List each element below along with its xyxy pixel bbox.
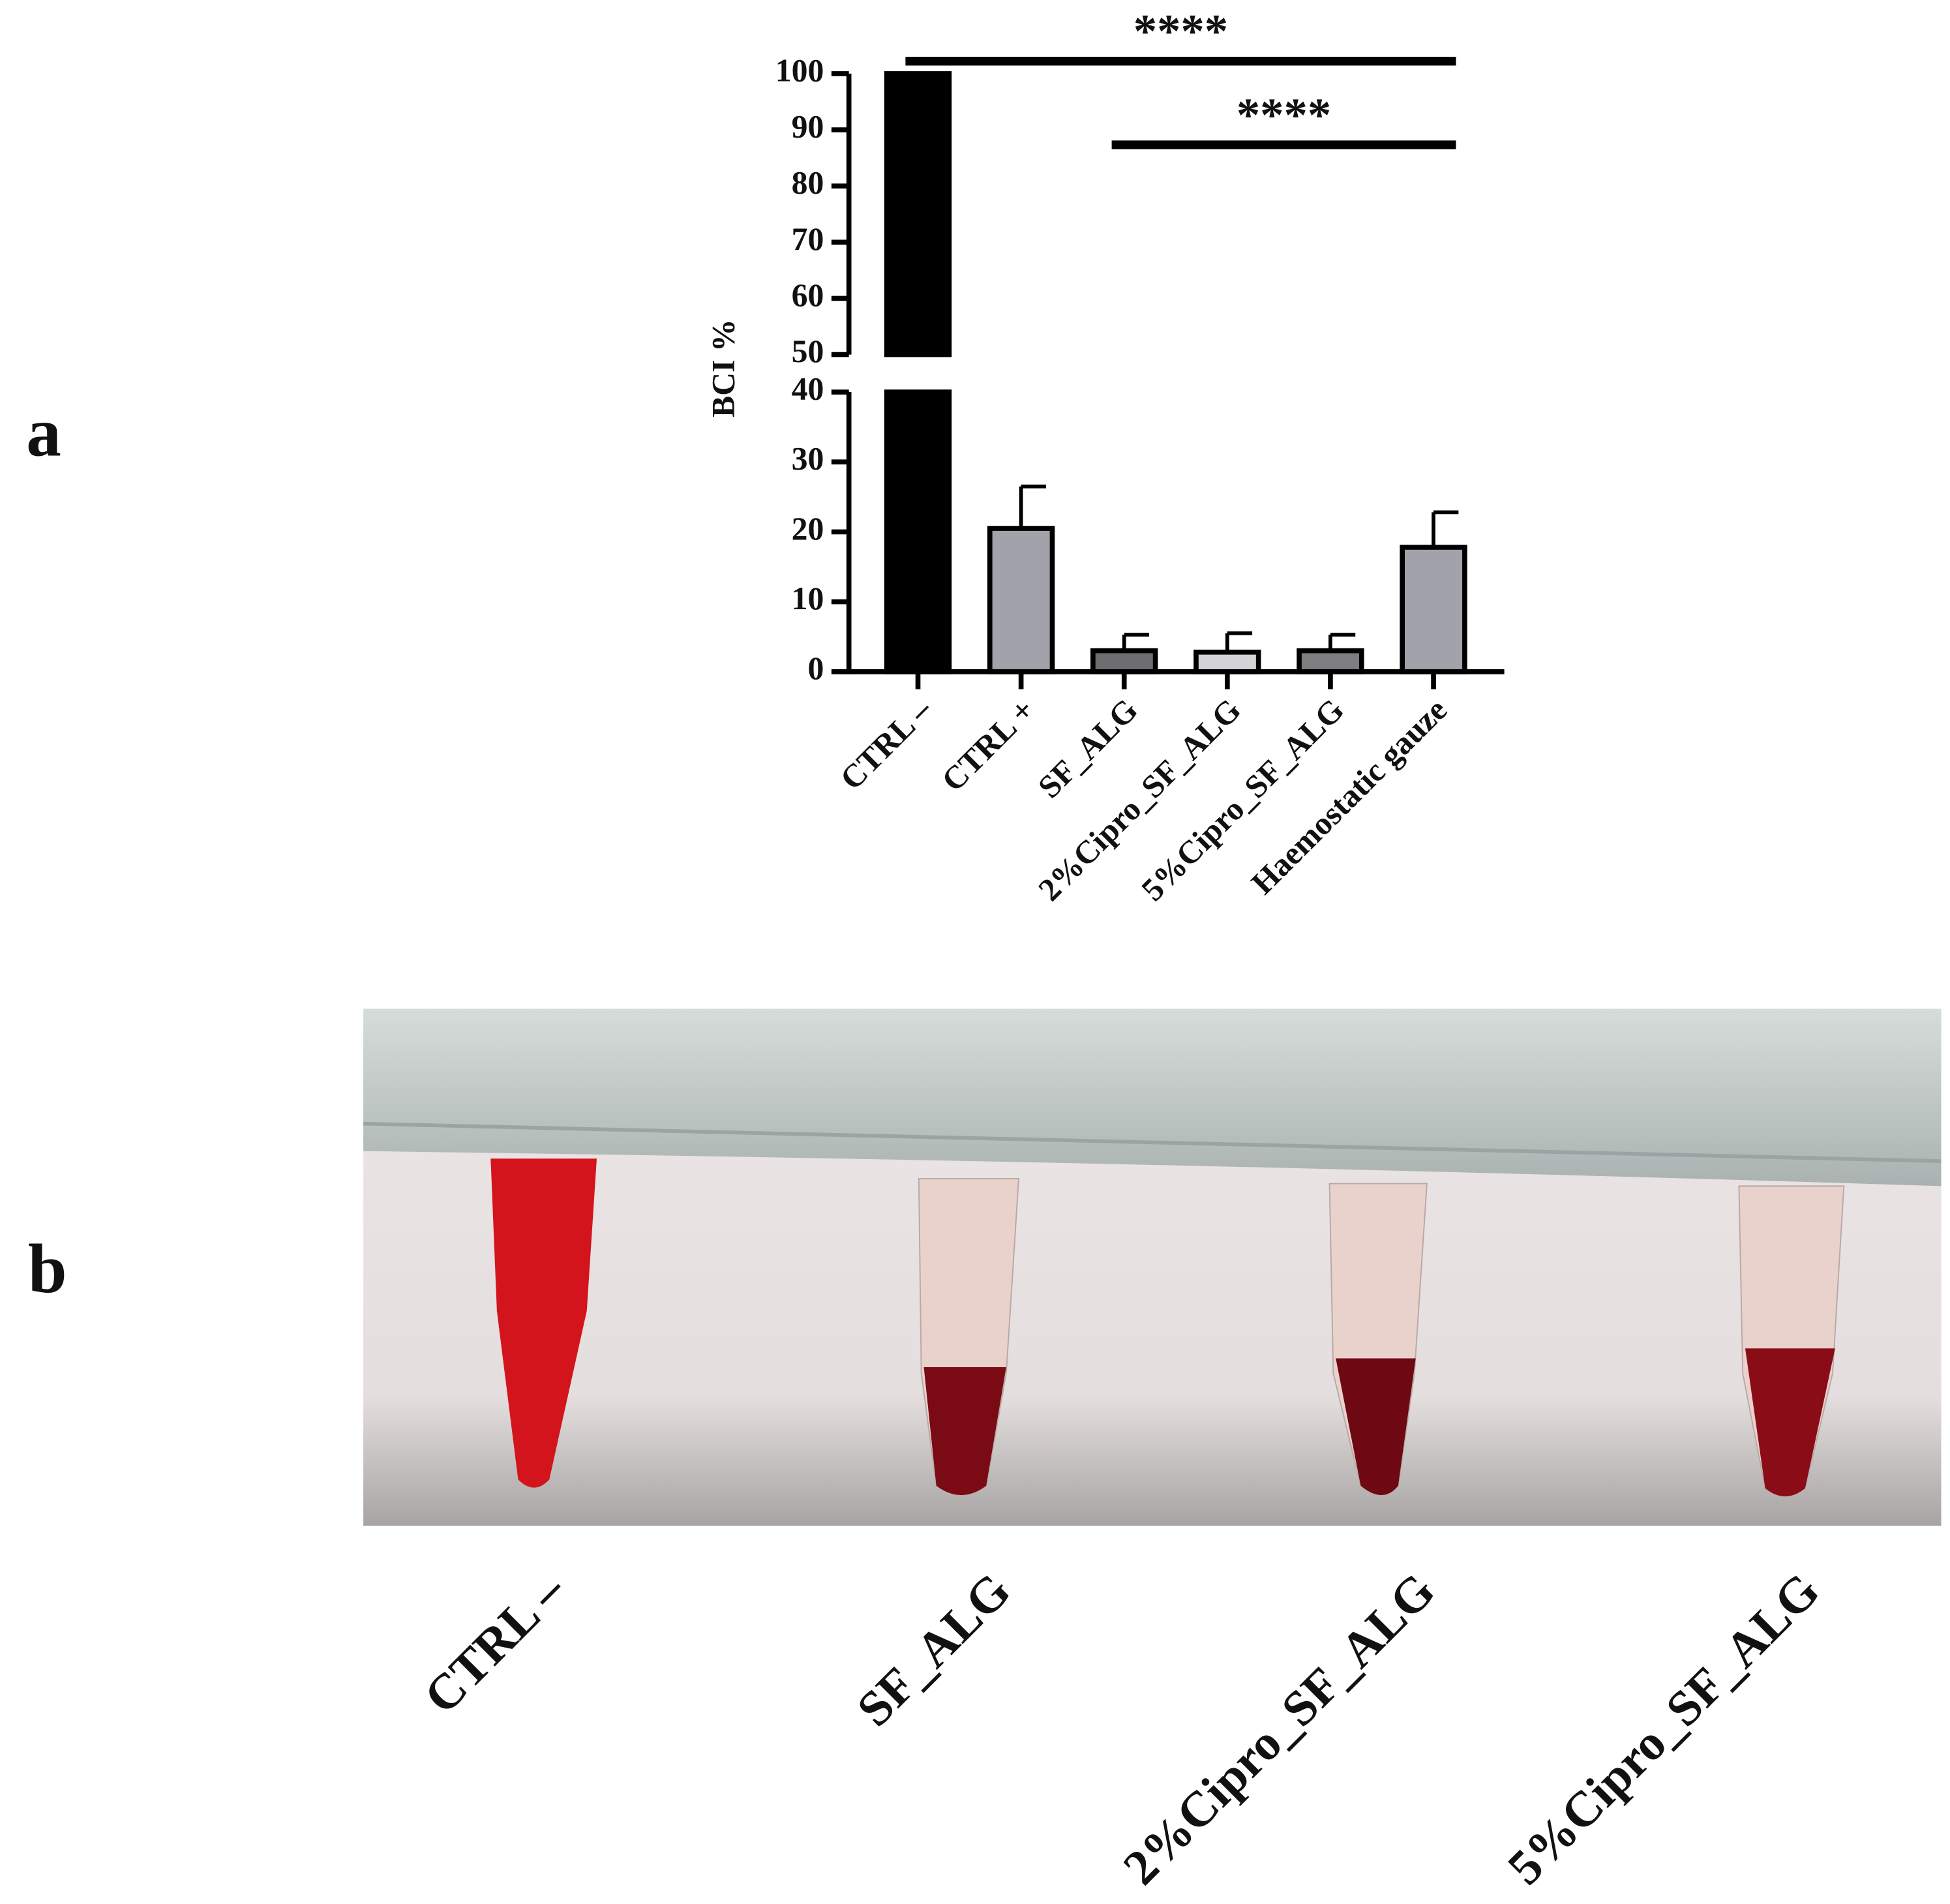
bar bbox=[987, 526, 1055, 674]
y-tick-label: 30 bbox=[792, 441, 824, 477]
significance-label: **** bbox=[1237, 88, 1331, 141]
photo-label: SF_ALG bbox=[847, 1562, 1021, 1737]
y-tick-label: 0 bbox=[808, 650, 824, 686]
bar bbox=[1090, 648, 1158, 674]
photo-label: 5%Cipro_SF_ALG bbox=[1497, 1562, 1829, 1895]
y-tick-label: 60 bbox=[792, 277, 824, 313]
panel-label: a bbox=[26, 393, 61, 471]
bar bbox=[1400, 545, 1467, 674]
panel-label: b bbox=[28, 1230, 67, 1308]
y-tick-label: 70 bbox=[792, 221, 824, 257]
photo bbox=[363, 1008, 1942, 1526]
bar bbox=[1297, 648, 1364, 674]
x-tick-label: Haemostatic gauze bbox=[1244, 691, 1454, 901]
bar bbox=[884, 389, 952, 674]
y-tick-label: 90 bbox=[792, 108, 824, 144]
y-tick-label: 10 bbox=[792, 581, 824, 616]
significance-label: **** bbox=[1133, 5, 1228, 57]
photo-label: 2%Cipro_SF_ALG bbox=[1113, 1562, 1445, 1895]
y-tick-label: 80 bbox=[792, 165, 824, 201]
bar bbox=[884, 71, 952, 357]
photo-label: CTRL – bbox=[413, 1562, 576, 1725]
y-tick-label: 50 bbox=[792, 333, 824, 369]
y-tick-label: 100 bbox=[775, 52, 824, 88]
y-tick-label: 40 bbox=[792, 370, 824, 406]
y-tick-label: 20 bbox=[792, 511, 824, 547]
x-tick-label: CTRL + bbox=[935, 691, 1042, 798]
y-axis-label: BCI % bbox=[706, 319, 742, 417]
bar bbox=[1193, 649, 1261, 674]
x-tick-label: 2%Cipro_SF_ALG bbox=[1032, 691, 1248, 907]
x-tick-label: CTRL – bbox=[833, 691, 939, 797]
x-tick-label: 5%Cipro_SF_ALG bbox=[1135, 691, 1351, 907]
